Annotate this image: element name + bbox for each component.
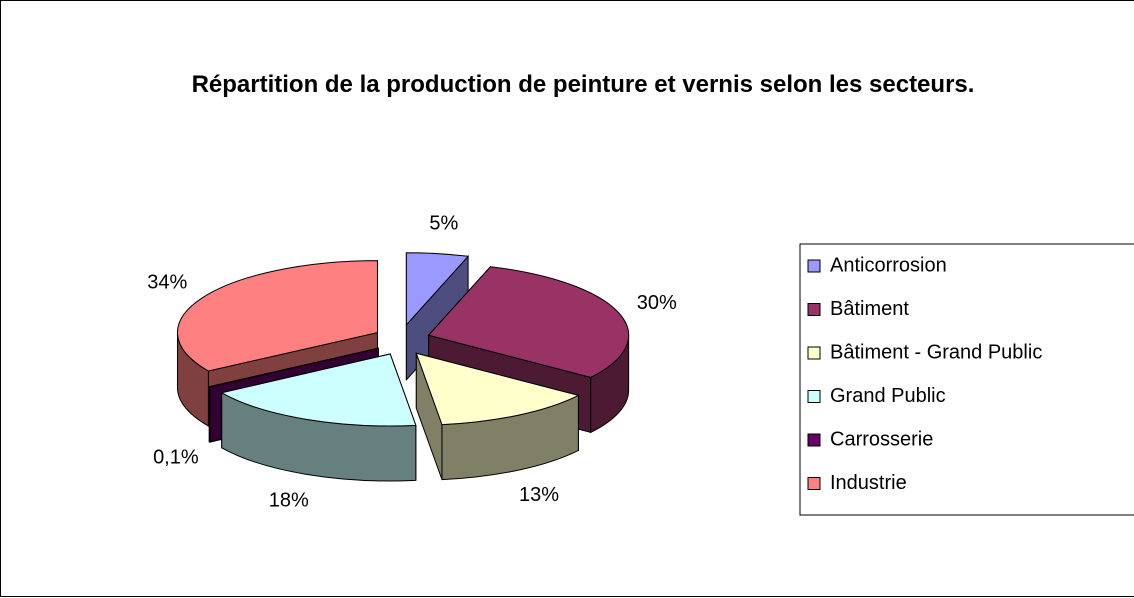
legend-swatch [807, 433, 821, 447]
data-label: 30% [637, 292, 677, 314]
legend-label: Industrie [830, 472, 907, 494]
slice-top [427, 266, 630, 378]
slice-top [415, 352, 580, 426]
legend-label: Anticorrosion [830, 254, 947, 276]
legend-swatch [807, 346, 821, 360]
slice-top [207, 347, 379, 388]
data-label: 34% [147, 272, 187, 294]
slice-top [220, 353, 417, 427]
legend-swatch [807, 259, 821, 273]
chart-title: Répartition de la production de peinture… [191, 71, 975, 98]
legend-swatch [807, 390, 821, 403]
data-label: 0,1% [153, 446, 199, 468]
data-label: 18% [269, 490, 309, 512]
data-label: 5% [429, 212, 458, 234]
slice-side [208, 385, 211, 443]
legend-box [799, 243, 1134, 516]
legend-label: Carrosserie [830, 428, 933, 450]
slice [220, 353, 417, 482]
slice-top [405, 252, 470, 327]
slice [405, 252, 470, 382]
legend-swatch [807, 477, 821, 490]
legend-label: Grand Public [830, 385, 946, 407]
slice-top [176, 260, 378, 372]
legend-label: Bâtiment [830, 298, 909, 320]
slice [415, 352, 580, 481]
legend-label: Bâtiment - Grand Public [830, 341, 1042, 363]
data-label: 13% [519, 484, 559, 506]
legend-swatch [807, 303, 821, 316]
